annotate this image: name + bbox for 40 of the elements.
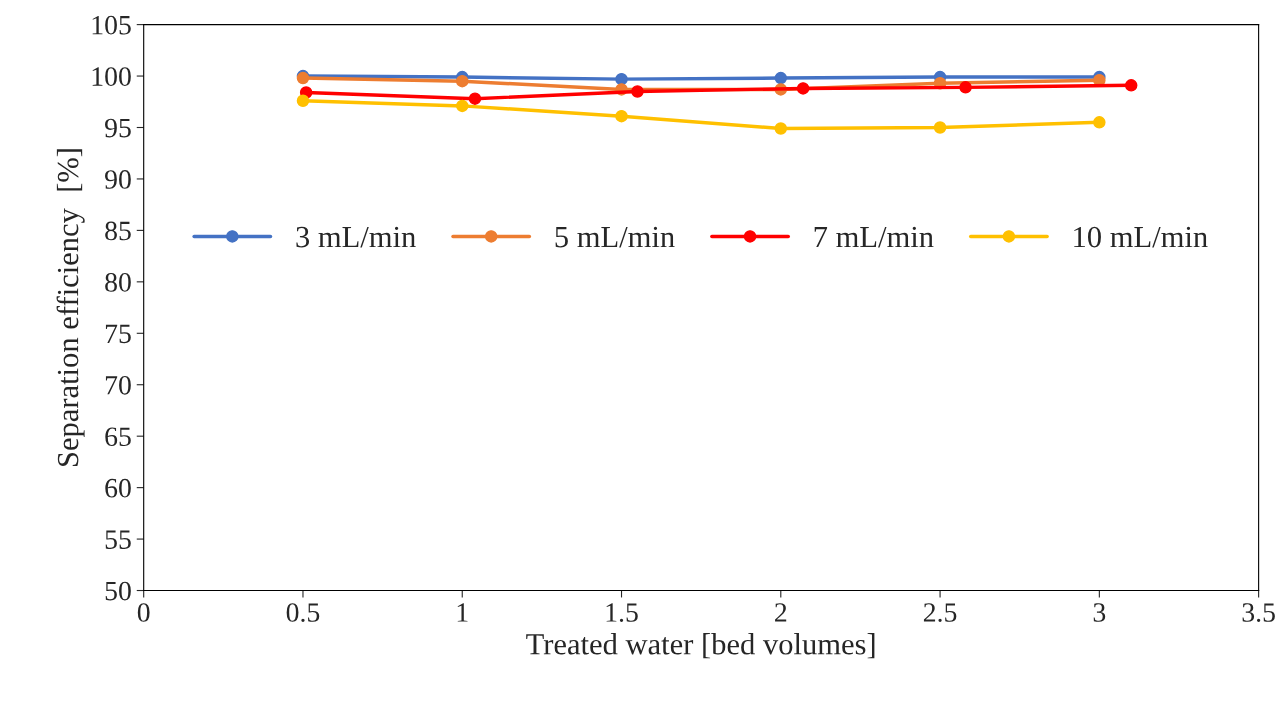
x-tick-label: 0.5 — [286, 603, 320, 622]
x-tick-label: 2 — [775, 603, 787, 622]
y-tick-label: 85 — [105, 221, 131, 241]
y-tick-label: 65 — [105, 427, 131, 447]
y-tick-label: 105 — [92, 15, 131, 35]
y-tick-label: 60 — [105, 478, 131, 498]
legend-label: 3 mL/min — [296, 226, 416, 248]
y-tick-label: 70 — [105, 375, 131, 395]
legend-label: 5 mL/min — [555, 226, 675, 248]
point — [774, 122, 788, 135]
point — [455, 74, 469, 88]
point — [296, 94, 310, 107]
point — [455, 99, 469, 113]
point — [774, 71, 788, 85]
point — [959, 81, 972, 94]
point — [615, 72, 628, 86]
x-tick-label: 1.5 — [606, 603, 638, 622]
y-tick-label: 100 — [92, 67, 131, 86]
y-tick-label: 55 — [105, 530, 131, 549]
legend-label: 10 mL/min — [1074, 226, 1208, 248]
y-axis-title: Separation efficiency [%] — [56, 149, 85, 467]
y-tick-label: 90 — [105, 170, 131, 189]
x-tick-label: 3.5 — [1242, 603, 1275, 622]
point — [1124, 79, 1138, 92]
x-tick-label: 1 — [457, 603, 468, 622]
point — [796, 82, 810, 95]
x-tick-label: 3 — [1093, 603, 1106, 622]
x-tick-label: 2.5 — [923, 603, 957, 622]
x-tick-label: 0 — [137, 603, 150, 622]
point — [615, 109, 628, 123]
x-axis-title: Treated water [bed volumes] — [526, 633, 875, 659]
y-tick-label: 80 — [105, 273, 131, 292]
legend-label: 7 mL/min — [814, 226, 934, 248]
point — [1093, 116, 1106, 129]
point — [933, 121, 947, 134]
point — [631, 85, 644, 98]
y-tick-label: 95 — [105, 118, 131, 138]
y-tick-label: 50 — [105, 581, 131, 601]
point — [468, 92, 482, 105]
y-tick-label: 75 — [105, 324, 131, 344]
